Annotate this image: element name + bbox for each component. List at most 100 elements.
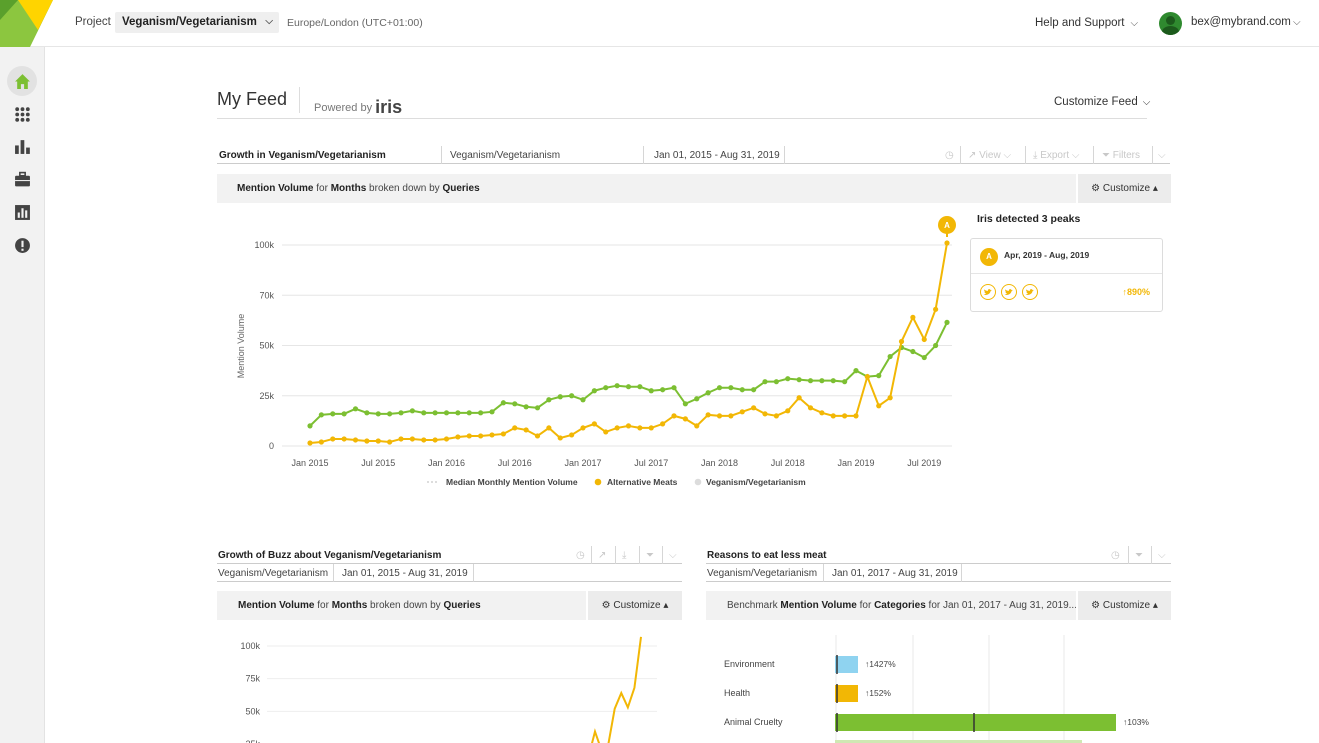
brand-logo[interactable] — [0, 0, 53, 47]
query-filter[interactable]: Veganism/Vegetarianism — [707, 568, 818, 579]
chevron-down-icon: ⌵ — [1142, 97, 1151, 108]
date-range-filter[interactable]: Jan 01, 2015 - Aug 31, 2019 — [654, 150, 780, 161]
widget-title: Growth in Veganism/Vegetarianism — [219, 150, 386, 161]
filter-icon[interactable]: ⏷ — [1135, 550, 1143, 561]
chevron-up-icon: ▴ — [1152, 600, 1158, 611]
data-point — [944, 319, 950, 325]
timezone-label: Europe/London (UTC+01:00) — [287, 17, 423, 29]
data-point — [489, 432, 495, 438]
customize-button[interactable]: ⚙ Customize ▴ — [586, 591, 682, 620]
sidebar-item-home[interactable] — [7, 66, 37, 96]
data-point — [637, 425, 643, 431]
data-point — [807, 405, 814, 411]
x-tick-label: Jul 2016 — [498, 458, 532, 468]
data-point — [842, 379, 848, 385]
x-tick-label: Jul 2017 — [634, 458, 668, 468]
data-point — [887, 395, 893, 401]
twitter-icon[interactable] — [1001, 284, 1017, 300]
chevron-down-icon[interactable]: ⌵ — [1293, 17, 1301, 28]
data-point — [398, 410, 404, 416]
widget-title: Growth of Buzz about Veganism/Vegetarian… — [218, 550, 442, 561]
peak-card[interactable]: A Apr, 2019 - Aug, 2019 ↑890% — [970, 238, 1163, 312]
data-point — [716, 385, 723, 391]
data-point — [512, 401, 518, 407]
data-point — [478, 433, 484, 439]
user-email[interactable]: bex@mybrand.com — [1191, 16, 1291, 28]
query-filter[interactable]: Veganism/Vegetarianism — [218, 568, 329, 579]
bar — [835, 714, 1116, 731]
filter-icon[interactable]: ⏷ — [646, 550, 654, 561]
data-point — [728, 413, 734, 419]
sidebar-item-analytics[interactable] — [7, 131, 37, 161]
bar-value-label: ↑1427% — [865, 659, 896, 669]
data-point — [751, 405, 757, 411]
data-point — [637, 384, 643, 390]
iris-logo: iris — [375, 97, 403, 117]
sidebar-item-apps[interactable] — [7, 99, 37, 129]
data-point — [887, 353, 893, 360]
divider — [217, 118, 1147, 119]
x-tick-label: Jul 2019 — [907, 458, 941, 468]
twitter-icon[interactable] — [1022, 284, 1038, 300]
data-point — [478, 410, 484, 416]
data-point — [534, 405, 541, 411]
data-point — [660, 387, 666, 393]
clock-icon[interactable]: ◷ — [945, 150, 954, 161]
data-point — [876, 373, 882, 379]
data-point — [751, 387, 757, 393]
peak-date-range: Apr, 2019 - Aug, 2019 — [1004, 250, 1090, 260]
download-icon[interactable]: ⤓ — [622, 550, 627, 561]
customize-button[interactable]: ⚙ Customize ▴ — [1076, 174, 1171, 203]
widget-subheader: Mention Volume for Months broken down by… — [217, 174, 1171, 203]
widget-description: Mention Volume for Months broken down by… — [237, 183, 480, 194]
data-point — [785, 408, 791, 414]
chevron-down-icon[interactable]: ⌵ — [1158, 550, 1166, 561]
data-point — [716, 413, 723, 419]
clock-icon[interactable]: ◷ — [1111, 550, 1120, 561]
data-point — [933, 306, 939, 312]
filters-button[interactable]: ⏷ Filters — [1102, 150, 1141, 161]
query-filter[interactable]: Veganism/Vegetarianism — [450, 150, 561, 161]
project-select-value: Veganism/Vegetarianism — [122, 16, 257, 28]
project-select[interactable]: Veganism/Vegetarianism ⌵ — [115, 12, 279, 33]
customize-button[interactable]: ⚙ Customize ▴ — [1076, 591, 1171, 620]
chevron-down-icon[interactable]: ⌵ — [669, 550, 677, 561]
data-point — [648, 388, 654, 394]
data-point — [614, 383, 620, 389]
y-axis-label: Mention Volume — [236, 314, 246, 379]
page-title: My Feed — [217, 89, 288, 109]
data-point — [603, 385, 609, 391]
data-point — [364, 410, 370, 416]
clock-icon[interactable]: ◷ — [576, 550, 585, 561]
alert-icon — [14, 237, 30, 253]
legend-item: Median Monthly Mention Volume — [446, 477, 578, 487]
help-support-menu[interactable]: Help and Support ⌵ — [1035, 17, 1138, 29]
date-range-filter[interactable]: Jan 01, 2015 - Aug 31, 2019 — [342, 568, 468, 579]
avatar[interactable] — [1159, 12, 1182, 35]
peak-badge: A — [980, 248, 998, 266]
customize-feed-button[interactable]: Customize Feed ⌵ — [1054, 96, 1150, 108]
data-point — [739, 387, 745, 393]
y-tick-label: 100k — [240, 641, 260, 651]
category-label: Animal Cruelty — [724, 717, 783, 727]
data-point — [603, 429, 609, 435]
data-point — [694, 423, 700, 429]
sidebar-item-projects[interactable] — [7, 164, 37, 194]
chevron-down-icon[interactable]: ⌵ — [1158, 150, 1166, 161]
data-point — [660, 421, 666, 427]
date-range-filter[interactable]: Jan 01, 2017 - Aug 31, 2019 — [832, 568, 958, 579]
sidebar-item-reports[interactable] — [7, 197, 37, 227]
sidebar-item-alerts[interactable] — [7, 230, 37, 260]
y-tick-label: 50k — [259, 341, 274, 351]
data-point — [307, 440, 313, 446]
line-chart-icon[interactable]: ↗ — [598, 550, 607, 561]
home-icon — [14, 73, 30, 89]
view-button[interactable]: ↗ View ⌵ — [968, 150, 1012, 161]
data-point — [728, 385, 734, 391]
twitter-icon[interactable] — [980, 284, 996, 300]
widget-description: Benchmark Mention Volume for Categories … — [727, 600, 1077, 611]
data-point — [705, 412, 711, 418]
export-button[interactable]: ⤓ Export ⌵ — [1033, 150, 1080, 161]
data-point — [591, 388, 597, 394]
widget-header: Reasons to eat less meat ◷ ⏷ ⌵ — [706, 546, 1171, 564]
